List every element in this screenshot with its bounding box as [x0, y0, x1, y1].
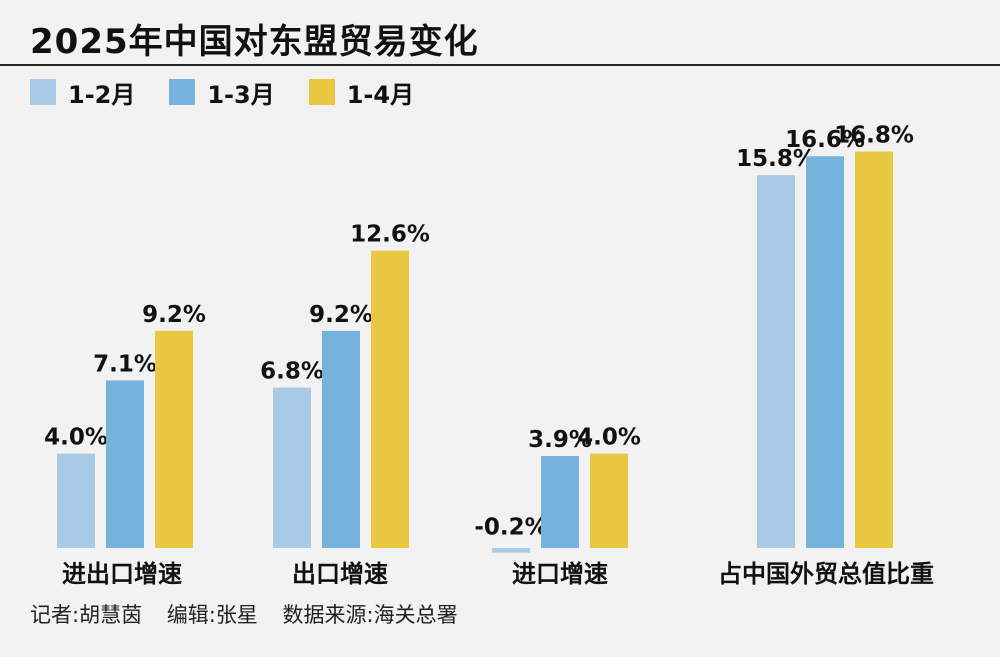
legend-item-1-3: 1-3月 [169, 75, 275, 110]
bar-import-export-1-4 [155, 330, 193, 548]
legend-swatch-1-2 [30, 79, 56, 105]
value-label-export-1-4: 12.6% [350, 222, 430, 248]
legend-item-1-4: 1-4月 [308, 75, 415, 110]
value-label-share-1-2: 15.8% [736, 146, 816, 172]
value-label-import-export-1-4: 9.2% [142, 302, 206, 328]
value-label-export-1-3: 9.2% [309, 302, 373, 328]
bar-share-1-2 [757, 175, 795, 548]
legend-label-1-2: 1-2月 [68, 80, 136, 109]
bar-import-export-1-3 [106, 380, 144, 548]
category-label-share: 占中国外贸总值比重 [718, 560, 934, 588]
value-label-share-1-3: 16.6% [785, 127, 865, 153]
legend: 1-2月 1-3月 1-4月 [30, 75, 448, 110]
bar-share-1-4 [855, 151, 893, 548]
bar-import-1-2 [492, 548, 530, 553]
editor-credit: 编辑:张星 [166, 603, 258, 627]
value-label-import-1-2: -0.2% [474, 514, 547, 540]
bar-export-1-2 [273, 387, 311, 548]
chart-title: 2025年中国对东盟贸易变化 [30, 22, 479, 62]
bar-import-export-1-2 [57, 453, 95, 548]
value-label-export-1-2: 6.8% [260, 359, 324, 385]
value-label-import-export-1-3: 7.1% [93, 351, 157, 377]
source-credit: 数据来源:海关总署 [282, 603, 458, 627]
value-label-import-1-4: 4.0% [577, 425, 641, 451]
value-label-import-1-3: 3.9% [528, 427, 592, 453]
legend-swatch-1-4 [308, 79, 335, 105]
bar-export-1-4 [371, 250, 409, 548]
title-divider [0, 64, 1000, 66]
category-label-export: 出口增速 [292, 560, 388, 588]
bar-import-1-4 [590, 453, 628, 548]
bar-share-1-3 [806, 156, 844, 549]
reporter-credit: 记者:胡慧茵 [30, 603, 143, 627]
bar-export-1-3 [322, 330, 360, 548]
bar-import-1-3 [541, 455, 579, 548]
value-label-share-1-4: 16.8% [834, 123, 914, 149]
category-label-import-export: 进出口增速 [62, 560, 182, 588]
value-label-import-export-1-2: 4.0% [44, 425, 108, 451]
legend-item-1-2: 1-2月 [30, 75, 135, 110]
category-label-import: 进口增速 [512, 560, 608, 588]
legend-label-1-3: 1-3月 [207, 80, 275, 109]
legend-label-1-4: 1-4月 [346, 80, 415, 109]
bar-chart: 4.0% 7.1% 9.2% 进出口增速 6.8% 9.2% 12.6% 出口增速 -0.2% 3… [44, 123, 934, 588]
legend-swatch-1-3 [169, 79, 196, 105]
credits: 记者:胡慧茵 编辑:张星 数据来源:海关总署 [30, 600, 476, 630]
